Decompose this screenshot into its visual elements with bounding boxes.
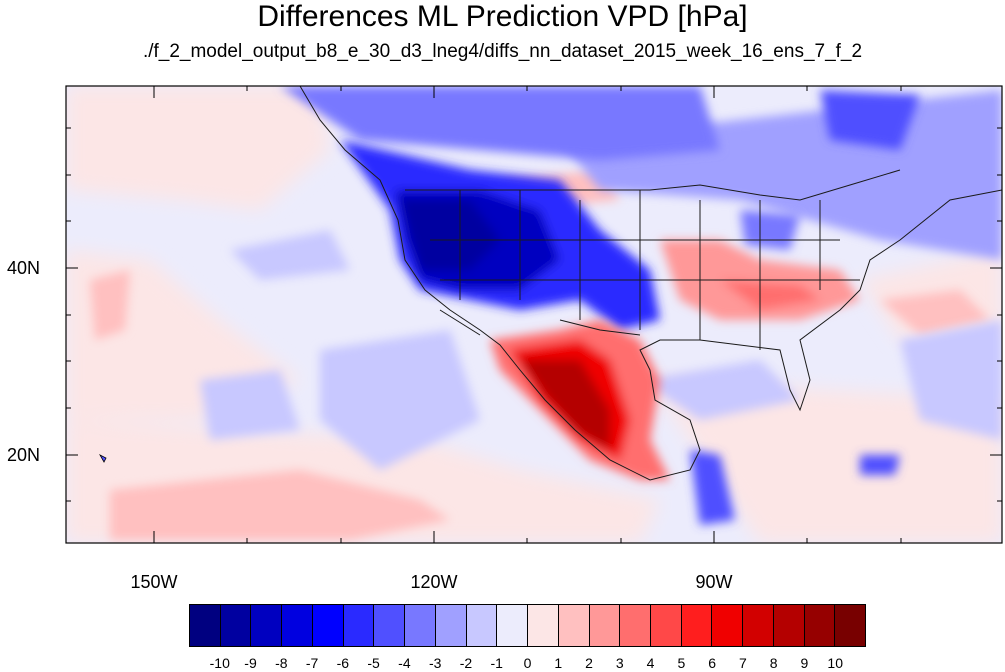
lon-label-150w: 150W xyxy=(130,572,178,592)
hawaii-island xyxy=(98,454,107,463)
field-mid-blue xyxy=(280,86,920,525)
colorbar-tick-label: -5 xyxy=(367,655,380,671)
colorbar-tick-label: 0 xyxy=(523,655,532,671)
colorbar-box xyxy=(282,605,313,646)
chart-title: Differences ML Prediction VPD [hPa] xyxy=(257,0,748,33)
colorbar-tick-label: 10 xyxy=(827,655,843,671)
coastlines xyxy=(299,86,1002,481)
colorbar-box xyxy=(620,605,652,646)
colorbar-tick-label: -6 xyxy=(336,655,350,671)
colorbar-box xyxy=(804,605,836,646)
colorbar-box xyxy=(773,605,805,646)
colorbar-box xyxy=(497,605,529,646)
colorbar-box xyxy=(405,605,436,646)
colorbar-box xyxy=(712,605,744,646)
lat-label-40n: 40N xyxy=(6,258,40,278)
colorbar-tick-label: 1 xyxy=(554,655,563,671)
colorbar-box xyxy=(558,605,590,646)
lon-label-120w: 120W xyxy=(410,572,458,592)
colorbar-tick-label: 7 xyxy=(739,655,747,671)
colorbar-box xyxy=(251,605,283,646)
colorbar-tick-label: -3 xyxy=(428,655,442,671)
map-field xyxy=(66,86,1002,543)
colorbar-tick-label: 3 xyxy=(615,655,624,671)
colorbar-tick-label: 6 xyxy=(708,655,717,671)
colorbar-tick-label: -1 xyxy=(490,655,503,671)
lon-label-90w: 90W xyxy=(695,572,733,592)
colorbar-box xyxy=(743,605,774,646)
colorbar-tick-label: 2 xyxy=(585,655,593,671)
colorbar-box xyxy=(374,605,406,646)
colorbar-tick-label: 5 xyxy=(677,655,686,671)
colorbar-tick-label: -4 xyxy=(398,655,411,671)
colorbar-box xyxy=(651,605,682,646)
colorbar-box xyxy=(190,605,221,646)
colorbar-tick-label: 4 xyxy=(646,655,655,671)
colorbar-box xyxy=(220,605,252,646)
colorbar-box xyxy=(343,605,375,646)
colorbar-box xyxy=(681,605,713,646)
colorbar-box xyxy=(589,605,621,646)
colorbar-tick-label: -10 xyxy=(209,655,230,671)
colorbar-tick-label: 9 xyxy=(800,655,809,671)
colorbar-tick-label: -7 xyxy=(305,655,319,671)
colorbar-box xyxy=(466,605,498,646)
colorbar-tick-label: -9 xyxy=(244,655,257,671)
colorbar-box xyxy=(312,605,344,646)
colorbar-tick-label: 8 xyxy=(769,655,778,671)
colorbar-box xyxy=(835,605,866,646)
axis-ticks xyxy=(66,86,1002,543)
chart-subtitle: ./f_2_model_output_b8_e_30_d3_lneg4/diff… xyxy=(142,41,863,62)
colorbar-box xyxy=(528,605,559,646)
colorbar-tick-label: -2 xyxy=(459,655,473,671)
colorbar xyxy=(189,604,866,647)
colorbar-tick-label: -8 xyxy=(275,655,288,671)
lat-label-20n: 20N xyxy=(6,445,40,465)
colorbar-box xyxy=(435,605,467,646)
